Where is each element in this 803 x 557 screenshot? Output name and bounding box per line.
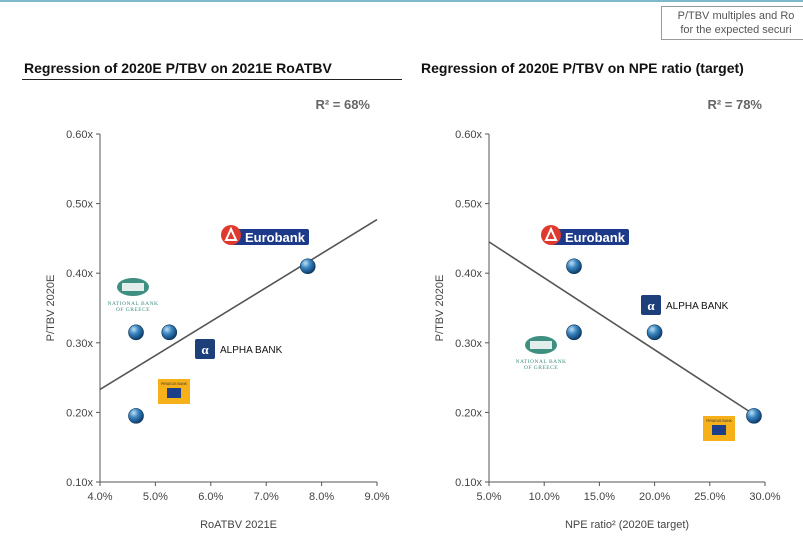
chart-1-piraeus-logo-text: PIRAEUS BANK — [161, 382, 188, 386]
chart-1-y-tick-label: 0.20x — [66, 407, 93, 419]
chart-2-y-axis-label: P/TBV 2020E — [434, 275, 446, 342]
chart-1-alpha-logo-text: ALPHA BANK — [220, 345, 283, 356]
chart-1-trendline — [99, 218, 378, 391]
chart-1-x-tick-label: 4.0% — [87, 491, 112, 503]
chart-1-alpha-logo-icon — [195, 339, 215, 359]
chart-1-x-tick-label: 7.0% — [254, 491, 279, 503]
chart-1-eurobank-logo-mark — [224, 226, 238, 241]
chart-1-title: Regression of 2020E P/TBV on 2021E RoATB… — [24, 60, 332, 76]
chart-1-alpha-logo-glyph: α — [201, 342, 209, 357]
chart-2-y-tick-label: 0.60x — [455, 129, 482, 141]
chart-2-x-tick-label: 15.0% — [584, 491, 615, 503]
chart-1-data-point — [128, 324, 144, 341]
chart-2-nbg-logo-text-2: OF GREECE — [524, 365, 558, 371]
chart-1-y-tick-label: 0.10x — [66, 477, 93, 489]
chart-1-title-rule — [22, 79, 402, 80]
chart-2-x-tick-label: 20.0% — [639, 491, 670, 503]
chart-1-nbg-logo-text-1: NATIONAL BANK — [107, 301, 158, 307]
chart-2-x-tick-label: 10.0% — [529, 491, 560, 503]
chart-2-nbg-logo-text-1: NATIONAL BANK — [515, 359, 566, 365]
note-line-2: for the expected securi — [680, 24, 792, 36]
chart-1-x-tick-label: 9.0% — [364, 491, 389, 503]
chart-2-y-tick-label: 0.20x — [455, 407, 482, 419]
chart-2-r-squared: R² = 78% — [707, 97, 762, 112]
chart-2-x-tick-label: 25.0% — [694, 491, 725, 503]
chart-1-x-tick-label: 6.0% — [198, 491, 223, 503]
chart-2-trendline — [488, 241, 755, 416]
chart-1-data-point — [299, 258, 316, 275]
chart-2-data-point — [566, 258, 582, 275]
chart-2-alpha-logo-text: ALPHA BANK — [666, 301, 729, 312]
chart-1-x-axis-label: RoATBV 2021E — [200, 519, 277, 531]
note-line-1: P/TBV multiples and Ro — [677, 10, 795, 22]
chart-2-piraeus-logo-mark — [712, 425, 726, 435]
chart-1-y-tick-label: 0.50x — [66, 199, 93, 211]
chart-2-y-tick-label: 0.10x — [455, 477, 482, 489]
chart-2-y-tick-label: 0.40x — [455, 268, 482, 280]
chart-1-y-axis-label: P/TBV 2020E — [45, 275, 57, 342]
chart-1-y-tick-label: 0.30x — [66, 338, 93, 350]
chart-1-y-tick-label: 0.40x — [66, 268, 93, 280]
chart-1-nbg-logo-text-2: OF GREECE — [116, 307, 150, 313]
chart-2-nbg-logo-columns — [530, 341, 552, 349]
chart-2-eurobank-logo-bar — [551, 229, 629, 245]
chart-2-data-point — [566, 324, 582, 341]
chart-2-x-axis-label: NPE ratio² (2020E target) — [565, 519, 689, 531]
chart-2-alpha-logo-glyph: α — [647, 298, 655, 313]
chart-1-y-tick-label: 0.60x — [66, 129, 93, 141]
chart-1-nbg-logo-columns — [122, 283, 144, 291]
chart-1-x-tick-label: 5.0% — [143, 491, 168, 503]
chart-2-x-tick-label: 5.0% — [476, 491, 501, 503]
chart-2-data-point — [646, 324, 663, 341]
chart-1-r-squared: R² = 68% — [315, 97, 370, 112]
chart-2-eurobank-logo-text: Eurobank — [565, 230, 626, 245]
chart-2-piraeus-logo-text: PIRAEUS BANK — [706, 419, 733, 423]
note-box: P/TBV multiples and Ro for the expected … — [661, 6, 803, 40]
chart-2-x-tick-label: 30.0% — [749, 491, 780, 503]
chart-2-y-tick-label: 0.50x — [455, 199, 482, 211]
chart-1-data-point — [161, 324, 178, 341]
chart-1-eurobank-logo-text: Eurobank — [245, 230, 306, 245]
header-divider — [0, 0, 803, 2]
chart-1-data-point — [128, 408, 144, 424]
chart-2-title: Regression of 2020E P/TBV on NPE ratio (… — [421, 60, 744, 76]
chart-1-eurobank-logo-bar — [231, 229, 309, 245]
chart-1-x-tick-label: 8.0% — [309, 491, 334, 503]
chart-2-data-point — [746, 408, 762, 424]
chart-2-alpha-logo-icon — [641, 295, 661, 315]
chart-2-eurobank-logo-mark — [544, 226, 558, 241]
chart-1-piraeus-logo-mark — [167, 388, 181, 398]
chart-2-y-tick-label: 0.30x — [455, 338, 482, 350]
